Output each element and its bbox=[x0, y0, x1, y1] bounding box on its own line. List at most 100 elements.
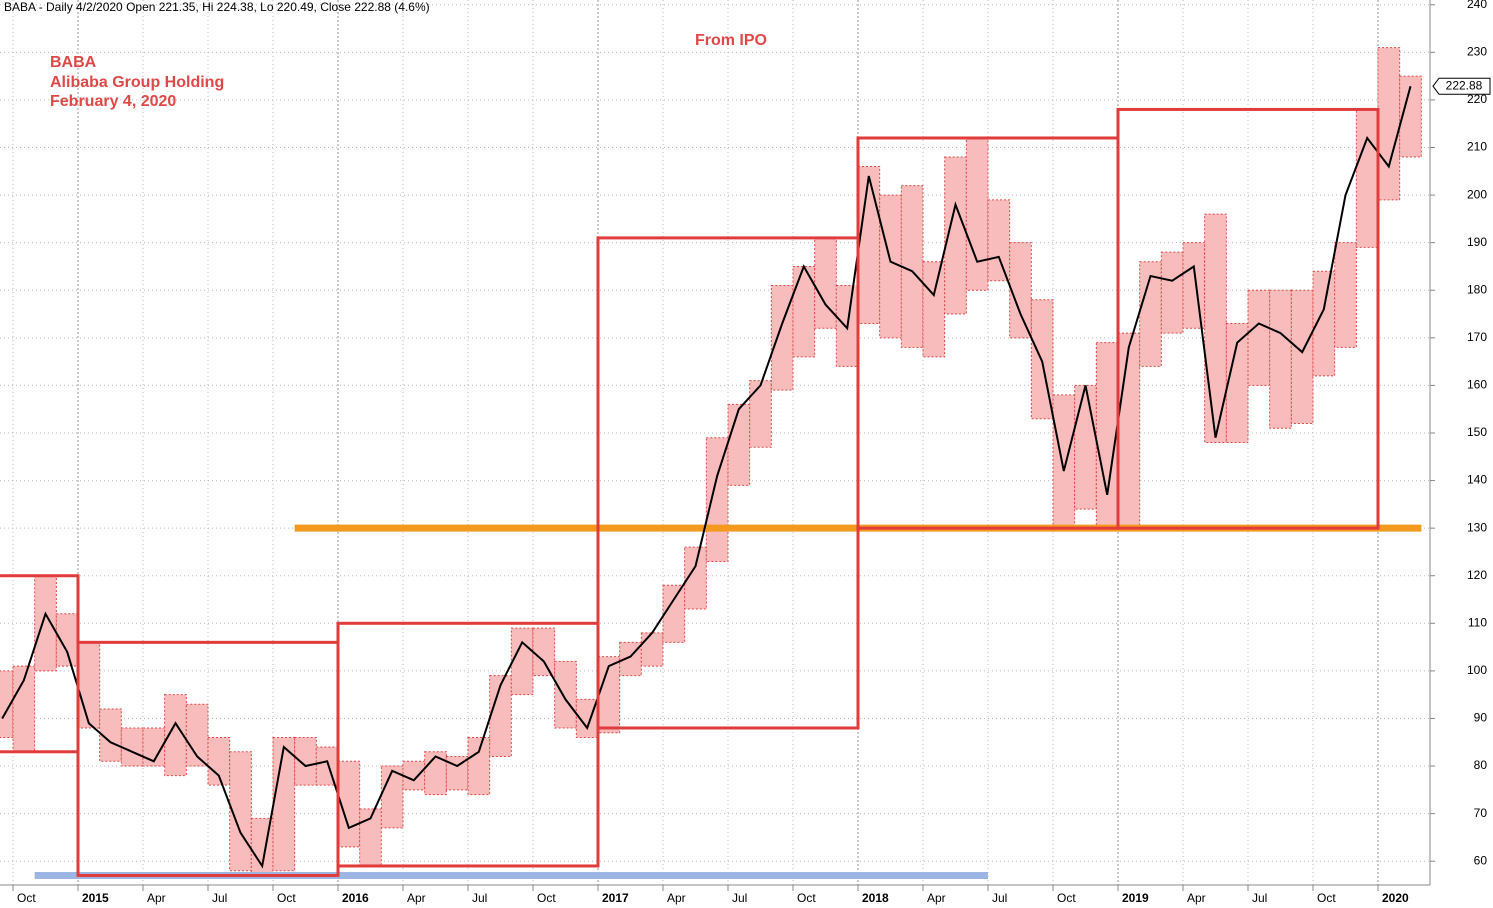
y-tick-label: 100 bbox=[1467, 663, 1487, 677]
month-range bbox=[402, 760, 426, 791]
month-range bbox=[554, 660, 577, 729]
month-range bbox=[1009, 242, 1032, 339]
month-range bbox=[1160, 251, 1184, 334]
y-tick-label: 230 bbox=[1467, 45, 1487, 59]
month-range bbox=[814, 237, 837, 329]
month-range bbox=[467, 737, 491, 796]
month-range bbox=[12, 665, 36, 753]
y-tick-label: 200 bbox=[1467, 187, 1487, 201]
month-range bbox=[684, 546, 707, 610]
x-tick-label: 2020 bbox=[1382, 891, 1409, 905]
month-range bbox=[315, 746, 339, 786]
y-tick-label: 150 bbox=[1467, 425, 1487, 439]
y-tick-label: 90 bbox=[1474, 711, 1488, 725]
x-tick-label: Jul bbox=[992, 891, 1007, 905]
month-range bbox=[987, 199, 1011, 282]
month-range bbox=[1312, 270, 1336, 377]
month-range bbox=[1182, 242, 1206, 329]
month-range bbox=[662, 584, 686, 643]
month-range bbox=[294, 737, 317, 786]
annotation: BABA bbox=[50, 54, 97, 71]
y-tick-label: 60 bbox=[1474, 853, 1488, 867]
month-range bbox=[1377, 47, 1401, 201]
year-box bbox=[1116, 107, 1380, 530]
month-range bbox=[640, 632, 664, 667]
month-range bbox=[77, 641, 101, 729]
month-range bbox=[1204, 213, 1227, 443]
month-range bbox=[34, 575, 57, 672]
x-tick-label: Apr bbox=[407, 891, 426, 905]
annotation: Alibaba Group Holding bbox=[50, 74, 224, 91]
month-range bbox=[705, 437, 729, 562]
x-tick-label: Jul bbox=[1252, 891, 1267, 905]
month-range bbox=[1290, 289, 1314, 424]
price-tag bbox=[1432, 77, 1491, 95]
x-tick-label: Apr bbox=[667, 891, 686, 905]
x-tick-label: Oct bbox=[277, 891, 296, 905]
x-tick-label: Oct bbox=[17, 891, 36, 905]
month-range bbox=[1399, 75, 1422, 158]
month-range bbox=[1247, 289, 1271, 386]
y-tick-label: 110 bbox=[1468, 615, 1487, 629]
month-range bbox=[164, 694, 187, 777]
month-range bbox=[0, 670, 14, 738]
x-tick-label: Apr bbox=[147, 891, 166, 905]
month-range bbox=[879, 194, 902, 339]
month-range bbox=[1074, 384, 1097, 510]
y-tick-label: 120 bbox=[1467, 568, 1487, 582]
y-tick-label: 180 bbox=[1467, 282, 1487, 296]
y-tick-label: 240 bbox=[1467, 0, 1487, 11]
x-tick-label: Jul bbox=[732, 891, 747, 905]
x-tick-label: 2015 bbox=[82, 891, 109, 905]
month-range bbox=[1355, 108, 1379, 248]
month-range bbox=[1269, 289, 1292, 429]
month-range bbox=[510, 627, 534, 696]
x-tick-label: Oct bbox=[797, 891, 816, 905]
y-tick-label: 130 bbox=[1467, 520, 1487, 534]
x-tick-label: 2018 bbox=[862, 891, 889, 905]
month-range bbox=[1334, 242, 1357, 348]
x-tick-label: Oct bbox=[1317, 891, 1336, 905]
month-range bbox=[1052, 394, 1076, 529]
x-tick-label: Apr bbox=[1187, 891, 1206, 905]
price-tag-label: 222.88 bbox=[1446, 78, 1483, 92]
price-line bbox=[1, 85, 1412, 869]
x-tick-label: Jul bbox=[212, 891, 227, 905]
y-tick-label: 140 bbox=[1467, 473, 1487, 487]
x-tick-label: Apr bbox=[927, 891, 946, 905]
header: BABA - Daily 4/2/2020 Open 221.35, Hi 22… bbox=[4, 0, 430, 14]
month-range bbox=[727, 403, 751, 486]
month-range bbox=[445, 756, 469, 791]
marks bbox=[0, 47, 1422, 879]
y-tick-label: 160 bbox=[1467, 378, 1487, 392]
month-range bbox=[99, 708, 122, 762]
x-tick-label: Oct bbox=[1057, 891, 1076, 905]
y-tick-label: 170 bbox=[1467, 330, 1487, 344]
x-tick-label: 2016 bbox=[342, 891, 369, 905]
y-tick-label: 220 bbox=[1467, 92, 1487, 106]
y-tick-label: 70 bbox=[1474, 806, 1488, 820]
y-tick-label: 80 bbox=[1474, 758, 1488, 772]
month-range bbox=[1095, 342, 1119, 529]
x-tick-label: Jul bbox=[472, 891, 487, 905]
year-box bbox=[336, 621, 600, 868]
month-range bbox=[532, 627, 556, 677]
month-range bbox=[857, 166, 881, 325]
month-range bbox=[749, 380, 772, 448]
month-range bbox=[922, 261, 946, 358]
month-range bbox=[900, 185, 924, 348]
y-tick-label: 190 bbox=[1467, 235, 1487, 249]
annotation: February 4, 2020 bbox=[50, 93, 176, 110]
month-range bbox=[424, 751, 447, 796]
y-tick-label: 210 bbox=[1467, 140, 1487, 154]
annotation: From IPO bbox=[695, 32, 767, 49]
month-range bbox=[380, 765, 404, 829]
x-tick-label: 2017 bbox=[602, 891, 629, 905]
month-range bbox=[1117, 332, 1141, 529]
month-range bbox=[272, 737, 296, 872]
month-range bbox=[120, 727, 144, 767]
month-range bbox=[792, 265, 816, 358]
month-range bbox=[965, 137, 989, 291]
